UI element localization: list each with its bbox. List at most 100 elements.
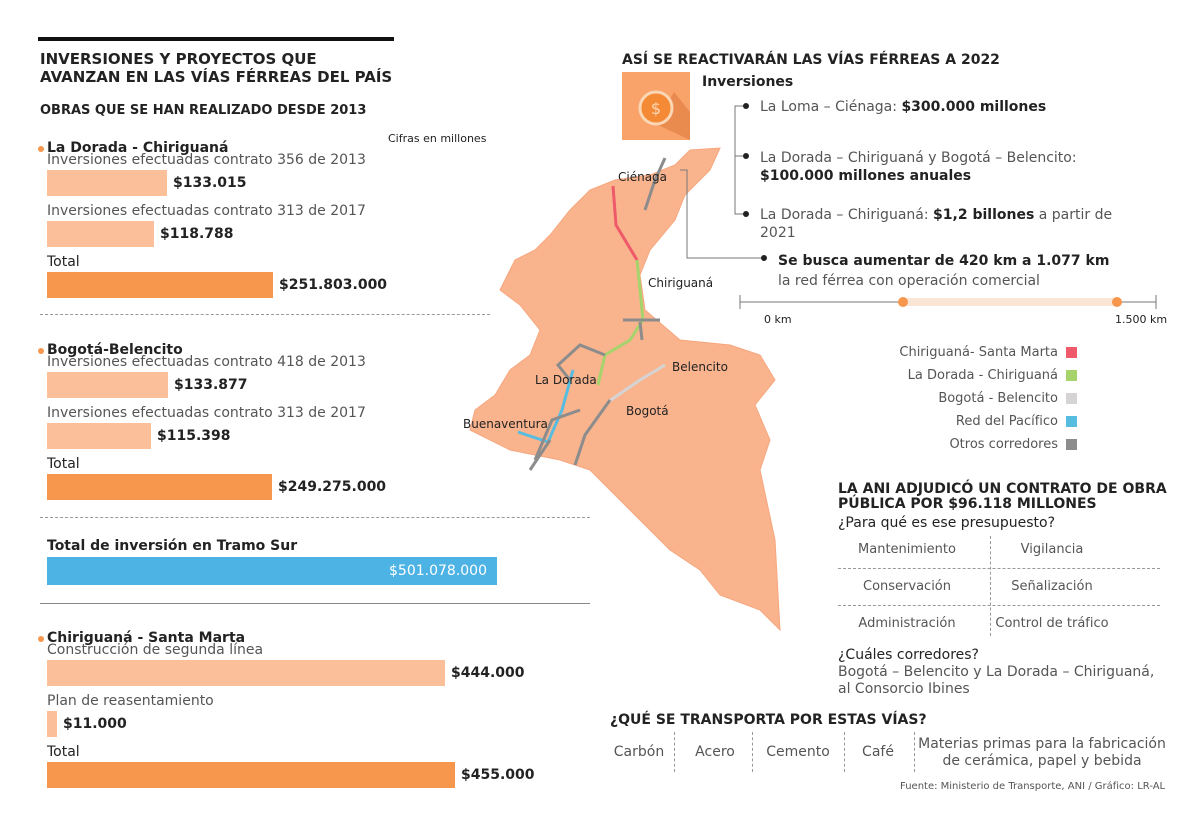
legend-swatch — [1066, 370, 1077, 381]
section-title: Bogotá-Belencito — [47, 342, 183, 358]
value: $133.877 — [174, 377, 248, 393]
item-label: Inversiones efectuadas contrato 313 de 2… — [47, 405, 366, 421]
bar — [47, 272, 273, 298]
transport-item: Carbón — [613, 744, 665, 760]
bullet — [38, 348, 44, 354]
bar — [47, 711, 57, 737]
rule — [38, 37, 394, 41]
contract-question: ¿Para qué es ese presupuesto? — [838, 515, 1056, 531]
transport-title: ¿QUÉ SE TRANSPORTA POR ESTAS VÍAS? — [610, 712, 927, 728]
divider — [838, 605, 1160, 606]
place-label: Buenaventura — [463, 417, 548, 431]
place-label: Belencito — [672, 360, 728, 374]
bar — [47, 221, 154, 247]
transport-item: Cemento — [766, 744, 830, 760]
place-label: Bogotá — [626, 404, 669, 418]
divider — [844, 732, 845, 772]
subtitle: OBRAS QUE SE HAN REALIZADO DESDE 2013 — [40, 103, 367, 118]
item-label: Inversiones efectuadas contrato 313 de 2… — [47, 203, 366, 219]
divider — [40, 314, 490, 315]
value: $455.000 — [461, 767, 535, 783]
plan-text: La Dorada – Chiriguaná: — [760, 207, 934, 223]
value: $251.803.000 — [279, 277, 388, 293]
plan-rest: a partir de 2021 — [760, 207, 1113, 241]
transport-item: Acero — [695, 744, 735, 760]
transport-item: Café — [862, 744, 894, 760]
contract-item: Mantenimiento — [858, 542, 956, 557]
place-label: Chiriguaná — [648, 276, 714, 290]
bar — [47, 372, 168, 398]
icon: $ — [622, 72, 690, 140]
contract-item: Administración — [858, 616, 956, 631]
legend-label: La Dorada - Chiriguaná — [907, 368, 1058, 383]
plan-text: La Dorada – Chiriguaná y Bogotá – Belenc… — [760, 150, 1077, 166]
plan-bold: $300.000 millones — [901, 99, 1047, 115]
legend-swatch — [1066, 347, 1077, 358]
total-label: Total — [47, 744, 80, 760]
total-label: Total — [47, 456, 80, 472]
plan-subtitle: Inversiones — [702, 74, 794, 90]
value: $115.398 — [157, 428, 231, 444]
divider — [752, 732, 753, 772]
scale-start: 0 km — [764, 313, 792, 326]
legend-label: Bogotá - Belencito — [938, 391, 1058, 406]
plan-title: ASÍ SE REACTIVARÁN LAS VÍAS FÉRREAS A 20… — [622, 52, 1000, 68]
legend-swatch — [1066, 416, 1077, 427]
legend-swatch — [1066, 393, 1077, 404]
total-label: Total — [47, 254, 80, 270]
contract-question2: ¿Cuáles corredores? — [838, 647, 979, 663]
divider — [40, 517, 590, 518]
connectors — [680, 103, 767, 261]
bullet — [38, 636, 44, 642]
transport-item: Materias primas para la fabricación de c… — [918, 736, 1166, 769]
divider — [40, 603, 590, 604]
plan-bold: $100.000 millones anuales — [760, 168, 972, 184]
note: Cifras en millones — [388, 132, 487, 145]
bar — [47, 170, 167, 196]
contract-title: LA ANI ADJUDICÓ UN CONTRATO DE OBRA PÚBL… — [838, 481, 1167, 512]
value: $249.275.000 — [278, 479, 387, 495]
value: $133.015 — [173, 175, 247, 191]
scale — [739, 295, 1157, 309]
legend-label: Otros corredores — [949, 437, 1058, 452]
tramo-label: Total de inversión en Tramo Sur — [47, 538, 298, 554]
goal-text: la red férrea con operación comercial — [778, 273, 1040, 289]
map — [469, 147, 781, 632]
plan-text: La Loma – Ciénaga: — [760, 99, 902, 115]
title: INVERSIONES Y PROYECTOS QUE AVANZAN EN L… — [40, 50, 393, 86]
plan-bold: $1,2 billones — [933, 207, 1035, 223]
contract-answer: Bogotá – Belencito y La Dorada – Chirigu… — [838, 664, 1155, 697]
place-label: Ciénaga — [618, 170, 668, 184]
divider — [674, 732, 675, 772]
tramo-value: $501.078.000 — [389, 563, 487, 579]
legend-label: Chiriguaná- Santa Marta — [899, 345, 1058, 360]
contract-item: Control de tráfico — [995, 616, 1109, 631]
svg-text:$: $ — [651, 99, 661, 118]
item-label: Inversiones efectuadas contrato 356 de 2… — [47, 152, 366, 168]
goal-title: Se busca aumentar de 420 km a 1.077 km — [778, 253, 1110, 269]
source: Fuente: Ministerio de Transporte, ANI / … — [900, 781, 1166, 792]
bullet — [38, 146, 44, 152]
scale-end: 1.500 km — [1115, 313, 1168, 326]
tramo-bar — [47, 557, 497, 585]
legend-swatch — [1066, 439, 1077, 450]
legend-label: Red del Pacífico — [955, 414, 1058, 429]
contract-item: Conservación — [863, 579, 951, 594]
item-label: Construcción de segunda línea — [47, 642, 264, 658]
contract-item: Señalización — [1011, 579, 1093, 594]
place-label: La Dorada — [535, 373, 597, 387]
plan-item: La Loma – Ciénaga: $300.000 millones — [760, 98, 1140, 116]
bar — [47, 660, 445, 686]
bar — [47, 474, 272, 500]
section-title: La Dorada - Chiriguaná — [47, 140, 229, 156]
divider — [838, 568, 1160, 569]
divider — [914, 732, 915, 772]
item-label: Inversiones efectuadas contrato 418 de 2… — [47, 354, 366, 370]
section-title: Chiriguaná - Santa Marta — [47, 630, 246, 646]
bar — [47, 762, 455, 788]
divider — [990, 536, 991, 636]
plan-item: La Dorada – Chiriguaná y Bogotá – Belenc… — [760, 149, 1140, 185]
value: $444.000 — [451, 665, 525, 681]
bar — [47, 423, 151, 449]
